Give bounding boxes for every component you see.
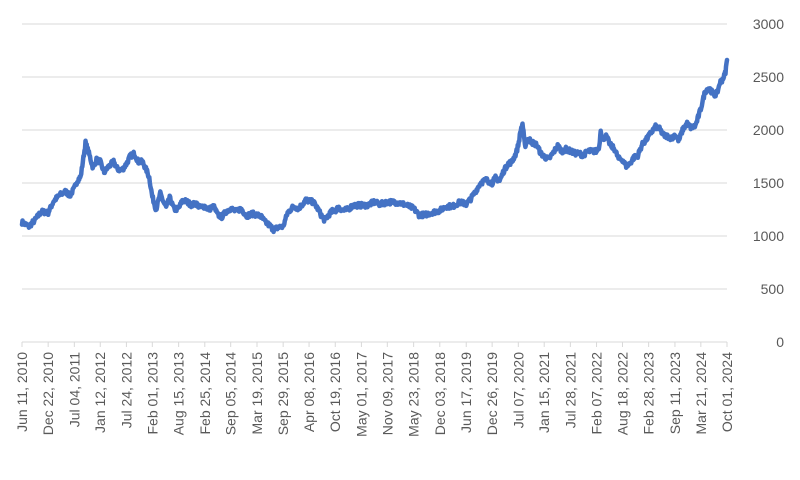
y-axis-tick-labels: 0 500 1000 1500 2000 2500 3000 (753, 16, 784, 350)
x-tick-label: Sep 11, 2023 (667, 352, 683, 434)
x-tick-label: Sep 05, 2014 (223, 352, 239, 436)
x-tick-label: Feb 01, 2013 (144, 352, 160, 435)
x-tick-label: Nov 09, 2017 (379, 352, 395, 435)
x-tick-label: Oct 19, 2016 (327, 352, 343, 432)
x-tick-label: Feb 25, 2014 (197, 352, 213, 435)
x-tick-label: Dec 22, 2010 (40, 352, 56, 435)
x-tick-label: Jul 28, 2021 (562, 352, 578, 428)
x-tick-label: Dec 26, 2019 (484, 352, 500, 435)
y-tick-label: 2500 (753, 69, 784, 85)
x-tick-label: Feb 07, 2022 (589, 352, 605, 435)
gridlines (22, 23, 727, 290)
x-tick-label: Aug 18, 2022 (614, 352, 630, 436)
x-tick-label: May 23, 2018 (406, 352, 422, 437)
x-tick-label: Dec 03, 2018 (432, 352, 448, 435)
y-tick-label: 500 (761, 281, 785, 297)
x-tick-label: Mar 21, 2024 (693, 352, 709, 435)
x-axis-tick-labels: Jun 11, 2010 Dec 22, 2010 Jul 04, 2011 Jan … (14, 352, 735, 437)
x-tick-label: Oct 01, 2024 (719, 352, 735, 432)
y-tick-label: 2000 (753, 122, 784, 138)
y-tick-label: 3000 (753, 16, 784, 32)
x-tick-label: Jan 15, 2021 (536, 352, 552, 433)
x-tick-label: Jul 24, 2012 (118, 352, 134, 428)
series-line (19, 57, 730, 235)
y-tick-label: 1500 (753, 175, 784, 191)
x-tick-label: Jun 17, 2019 (458, 352, 474, 433)
x-tick-label: Jul 04, 2011 (66, 352, 82, 427)
x-tick-label: Aug 15, 2013 (171, 352, 187, 436)
x-tick-label: Feb 28, 2023 (641, 352, 657, 435)
x-tick-label: Sep 29, 2015 (275, 352, 291, 436)
x-axis-tick-marks (21, 342, 728, 347)
y-tick-label: 1000 (753, 228, 784, 244)
x-tick-label: Jun 11, 2010 (14, 352, 30, 432)
y-tick-label: 0 (776, 334, 784, 350)
x-tick-label: Apr 08, 2016 (301, 352, 317, 432)
x-tick-label: Mar 19, 2015 (249, 352, 265, 435)
x-tick-label: Jul 07, 2020 (510, 352, 526, 428)
x-tick-label: Jan 12, 2012 (92, 352, 108, 433)
x-tick-label: May 01, 2017 (353, 352, 369, 437)
